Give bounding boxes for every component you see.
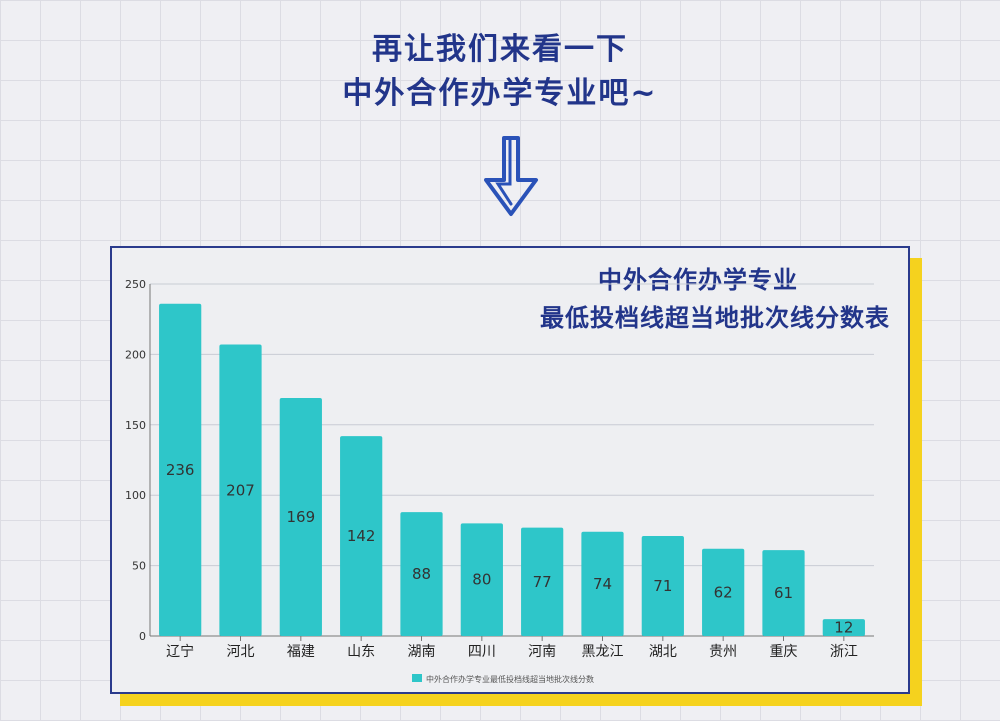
y-tick-label: 250: [125, 278, 146, 291]
data-label: 80: [472, 571, 491, 589]
bar: [400, 512, 443, 636]
bar: [219, 344, 262, 636]
chart-title-line-1: 中外合作办学专业: [598, 266, 798, 294]
y-tick-label: 200: [125, 348, 146, 361]
data-label: 142: [347, 527, 376, 545]
data-label: 12: [834, 619, 853, 637]
x-tick-label: 湖南: [408, 644, 436, 660]
data-label: 61: [774, 584, 793, 602]
x-tick-label: 浙江: [830, 644, 858, 660]
data-label: 71: [653, 577, 672, 595]
header-line-1: 再让我们来看一下: [372, 32, 628, 67]
bar: [762, 550, 805, 636]
bar: [702, 548, 745, 636]
y-tick-label: 100: [125, 489, 146, 502]
bar: [641, 536, 684, 636]
data-label: 77: [533, 573, 552, 591]
bar: [340, 436, 383, 636]
data-label: 74: [593, 575, 612, 593]
bar: [521, 527, 564, 636]
chart-card: 中外合作办学专业 最低投档线超当地批次线分数表 0 50 100 150 200 250 辽…: [110, 246, 910, 694]
x-tick-label: 福建: [287, 644, 315, 660]
x-tick-label: 贵州: [709, 644, 737, 660]
legend-swatch: [412, 674, 422, 682]
x-tick-label: 河南: [528, 644, 556, 660]
x-tick-label: 湖北: [649, 644, 677, 660]
bar: [822, 619, 865, 636]
data-label: 62: [714, 583, 733, 601]
bar-chart: 0 50 100 150 200 250 辽宁 236 河北 207 福建 169 山东 142 湖南 88 四…: [125, 278, 874, 684]
x-tick-label: 重庆: [770, 644, 798, 660]
down-arrow-icon: [484, 136, 538, 216]
data-label: 169: [287, 508, 316, 526]
x-tick-label: 黑龙江: [582, 644, 624, 660]
x-tick-label: 河北: [227, 644, 255, 660]
data-label: 207: [226, 481, 255, 499]
bar: [460, 523, 503, 636]
y-tick-label: 0: [139, 630, 146, 643]
bar: [159, 303, 202, 636]
bar: [279, 398, 322, 636]
bar: [581, 531, 624, 636]
legend-label: 中外合作办学专业最低投档线超当地批次线分数: [426, 674, 594, 684]
header-line-2: 中外合作办学专业吧~: [342, 76, 658, 111]
chart-title-line-2: 最低投档线超当地批次线分数表: [540, 304, 890, 332]
x-tick-label: 山东: [347, 644, 375, 660]
x-tick-label: 四川: [468, 644, 496, 660]
x-tick-label: 辽宁: [166, 643, 194, 660]
data-label: 236: [166, 461, 195, 479]
y-tick-label: 50: [132, 560, 146, 573]
data-label: 88: [412, 565, 431, 583]
y-tick-label: 150: [125, 419, 146, 432]
